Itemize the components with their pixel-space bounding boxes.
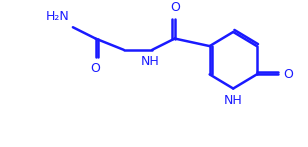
Text: O: O — [170, 1, 180, 14]
Text: NH: NH — [224, 94, 243, 107]
Text: NH: NH — [141, 55, 160, 68]
Text: H₂N: H₂N — [45, 10, 69, 24]
Text: O: O — [283, 68, 293, 81]
Text: O: O — [91, 62, 100, 75]
